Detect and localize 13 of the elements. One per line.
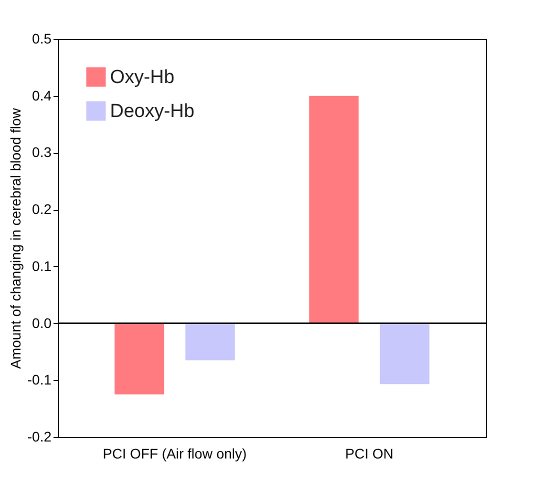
legend-label: Deoxy-Hb bbox=[110, 101, 194, 122]
y-tick-label: 0.3 bbox=[32, 144, 52, 160]
y-tick-label: 0.1 bbox=[32, 258, 52, 274]
legend-label: Oxy-Hb bbox=[110, 67, 174, 88]
y-axis-title: Amount of changing in cerebral blood flow bbox=[7, 107, 24, 369]
y-tick-label: 0.4 bbox=[32, 87, 52, 104]
y-tick-label: 0.2 bbox=[32, 201, 52, 218]
y-tick-label: 0.0 bbox=[32, 314, 52, 331]
y-tick-label: -0.2 bbox=[27, 428, 52, 444]
y-tick-label: 0.5 bbox=[32, 30, 52, 46]
x-tick-label: PCI OFF (Air flow only) bbox=[102, 446, 247, 462]
y-tick-label: -0.1 bbox=[27, 372, 52, 388]
x-tick-label: PCI ON bbox=[345, 446, 394, 462]
